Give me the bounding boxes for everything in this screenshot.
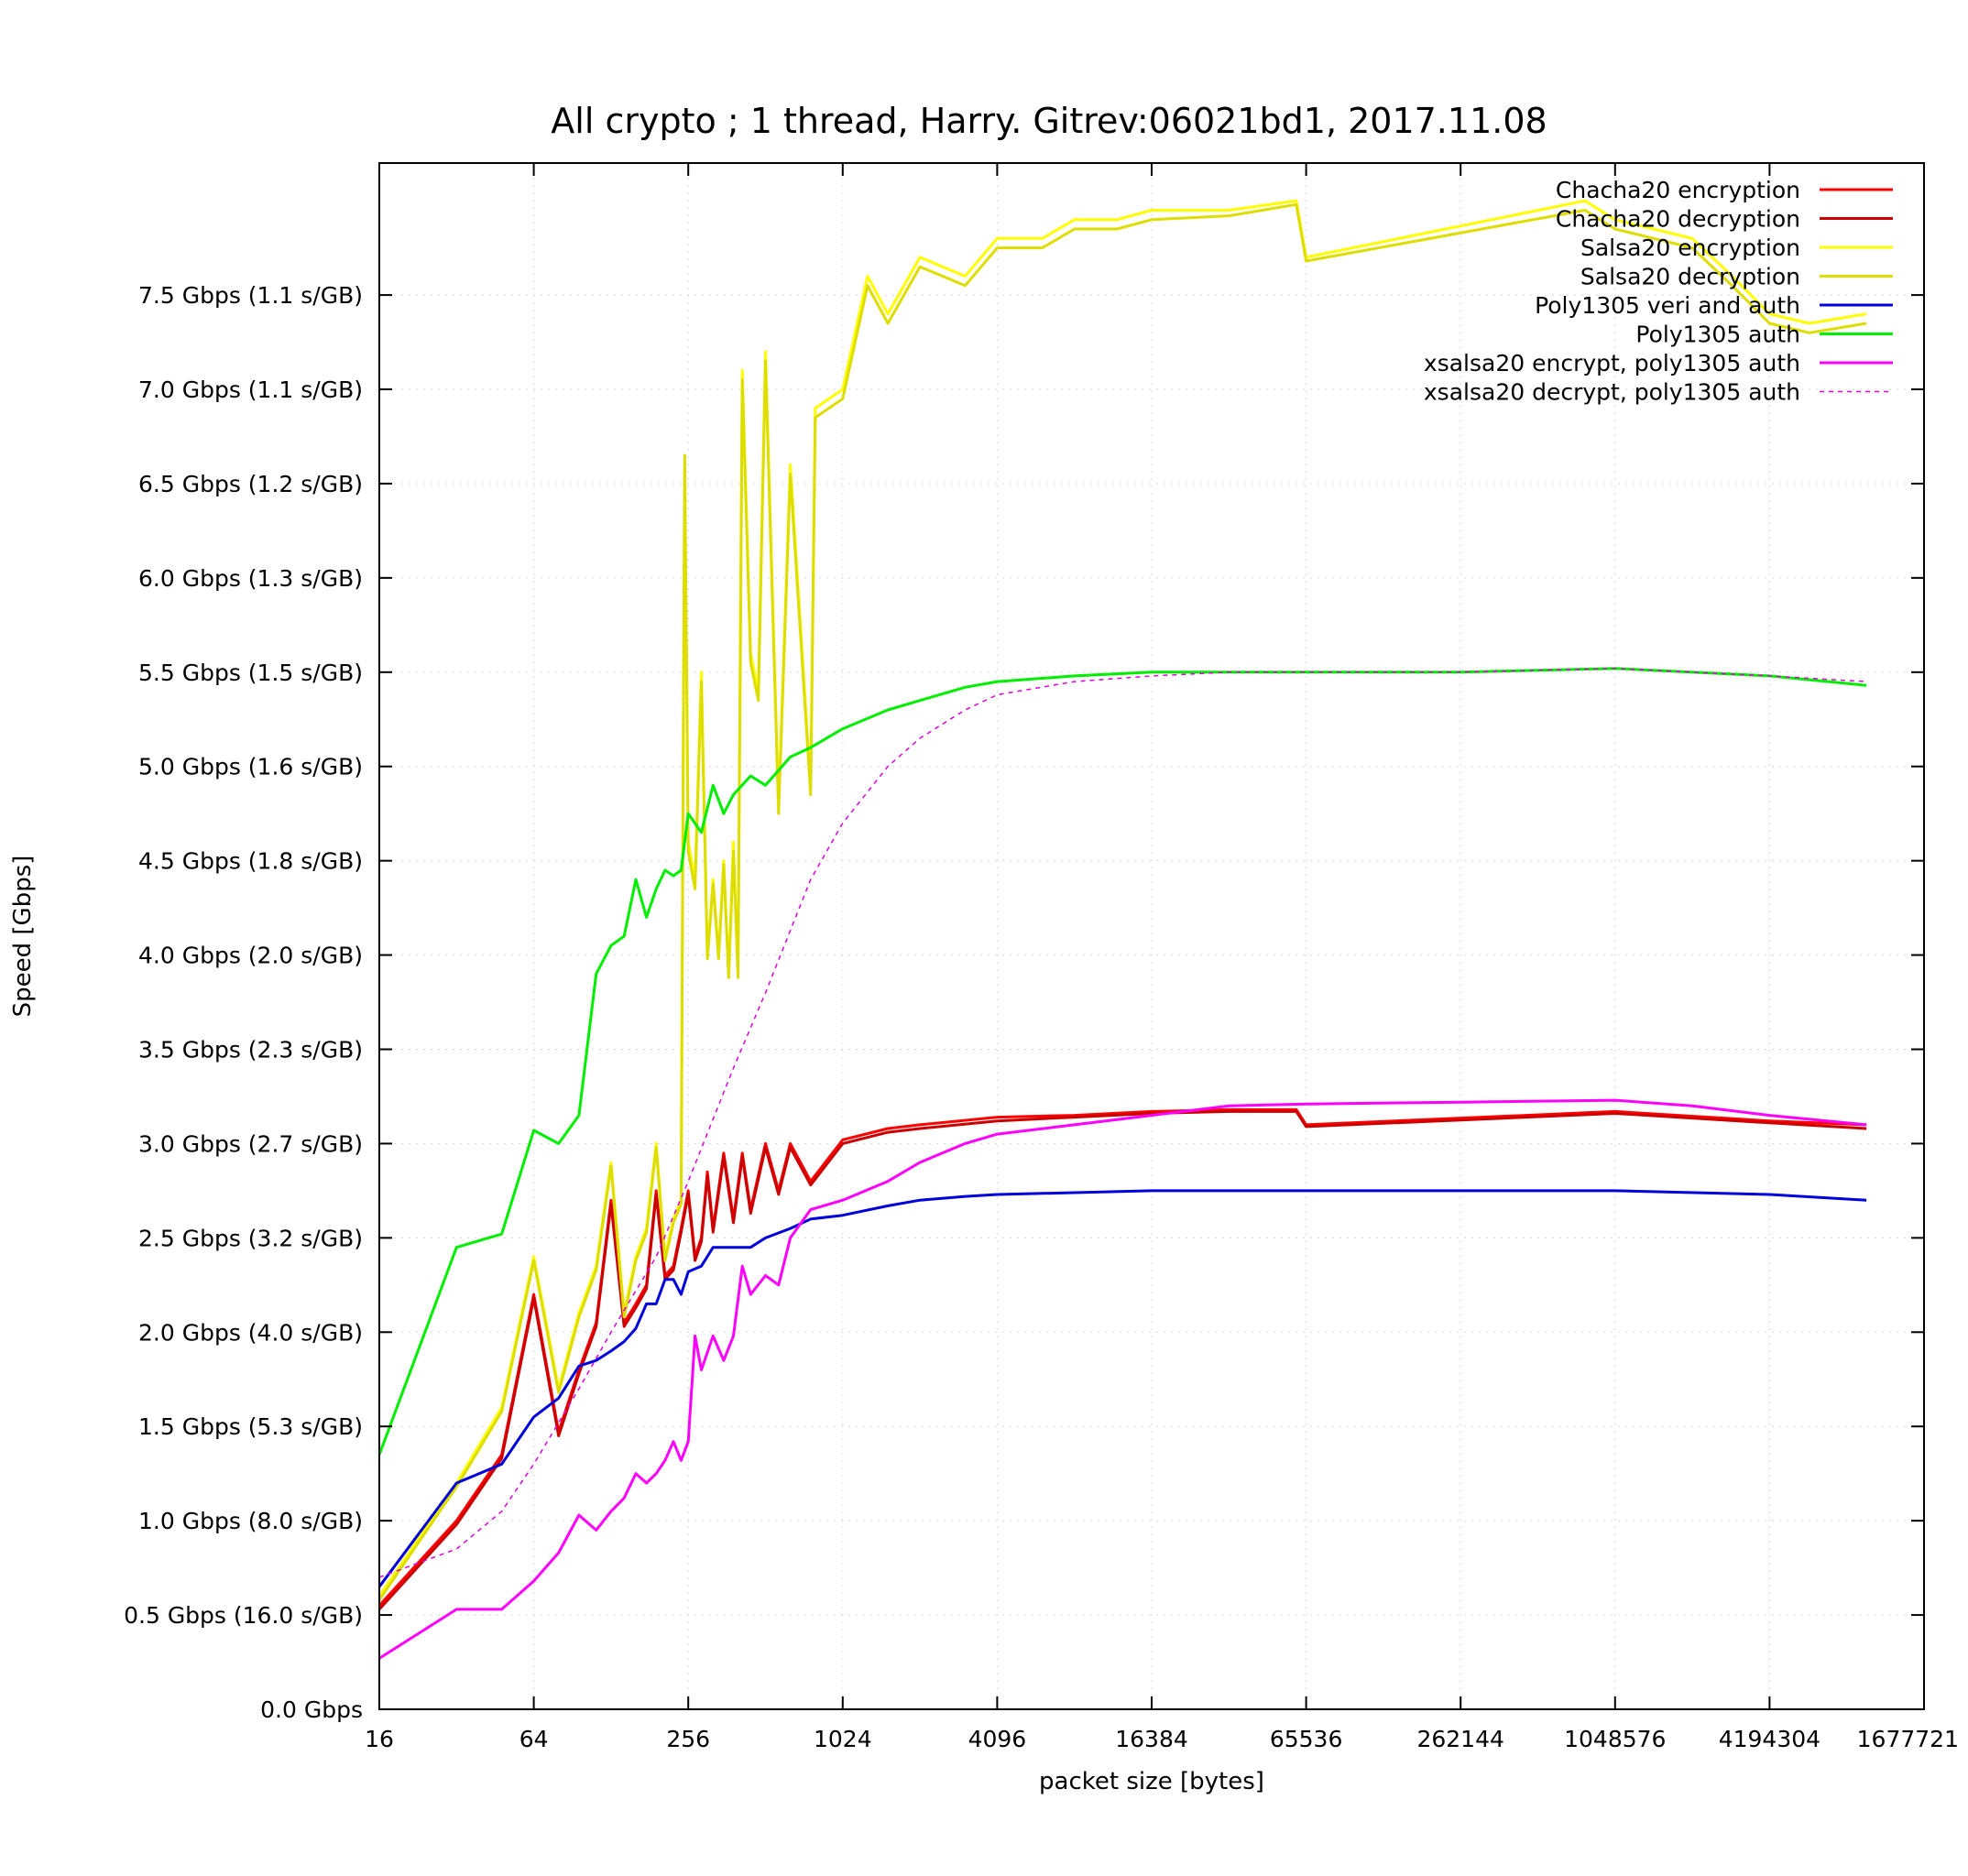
series-line-3 [377, 202, 1867, 1601]
x-axis-label: packet size [bytes] [1039, 1768, 1264, 1795]
y-tick-label: 6.0 Gbps (1.3 s/GB) [138, 565, 363, 592]
legend-label: Poly1305 auth [1635, 322, 1800, 348]
x-tick-label: 64 [519, 1726, 549, 1752]
x-tick-label: 16384 [1115, 1726, 1188, 1752]
y-tick-label: 5.0 Gbps (1.6 s/GB) [138, 754, 363, 780]
x-tick-label: 1024 [814, 1726, 872, 1752]
y-tick-label: 4.5 Gbps (1.8 s/GB) [138, 848, 363, 875]
series-line-1 [377, 1109, 1867, 1610]
y-tick-label: 1.0 Gbps (8.0 s/GB) [138, 1508, 363, 1534]
x-tick-label: 16 [365, 1726, 394, 1752]
series-line-7 [378, 667, 1867, 1578]
y-tick-label: 0.5 Gbps (16.0 s/GB) [124, 1602, 363, 1629]
y-tick-label: 2.5 Gbps (3.2 s/GB) [138, 1225, 363, 1251]
series-line-2 [377, 199, 1867, 1598]
ticks: 0.0 Gbps 0.5 Gbps (16.0 s/GB) 1.0 Gbps (8.… [124, 163, 1959, 1752]
legend-label: Chacha20 decryption [1556, 206, 1800, 233]
series-line-4 [377, 1189, 1867, 1588]
y-tick-label: 2.0 Gbps (4.0 s/GB) [138, 1319, 363, 1346]
y-axis-label: Speed [Gbps] [9, 856, 37, 1018]
series-line-6 [378, 1098, 1867, 1660]
y-tick-label: 1.5 Gbps (5.3 s/GB) [138, 1413, 363, 1440]
x-tick-label: 65536 [1270, 1726, 1343, 1752]
legend-label: xsalsa20 encrypt, poly1305 auth [1424, 350, 1800, 376]
x-tick-label: 256 [666, 1726, 710, 1752]
legend-label: Salsa20 decryption [1580, 264, 1800, 290]
y-tick-label: 3.0 Gbps (2.7 s/GB) [138, 1130, 363, 1157]
chart-title: All crypto ; 1 thread, Harry. Gitrev:060… [551, 101, 1547, 141]
y-tick-label: 6.5 Gbps (1.2 s/GB) [138, 471, 363, 497]
series-group [377, 199, 1867, 1660]
x-tick-label: 4096 [968, 1726, 1027, 1752]
x-tick-label: 262144 [1416, 1726, 1503, 1752]
y-tick-label: 5.5 Gbps (1.5 s/GB) [138, 660, 363, 686]
x-tick-label: 1677721 [1857, 1726, 1959, 1752]
legend-label: Salsa20 encryption [1580, 234, 1800, 261]
y-tick-label: 7.5 Gbps (1.1 s/GB) [138, 282, 363, 309]
legend-label: xsalsa20 decrypt, poly1305 auth [1424, 379, 1800, 406]
legend-label: Chacha20 encryption [1556, 177, 1800, 203]
x-tick-label: 4194304 [1719, 1726, 1820, 1752]
y-tick-label: 7.0 Gbps (1.1 s/GB) [138, 376, 363, 403]
legend-label: Poly1305 veri and auth [1535, 292, 1800, 319]
y-tick-label: 3.5 Gbps (2.3 s/GB) [138, 1037, 363, 1063]
x-tick-label: 1048576 [1564, 1726, 1666, 1752]
series-line-5 [377, 667, 1867, 1456]
y-tick-label: 0.0 Gbps [260, 1696, 363, 1723]
y-tick-label: 4.0 Gbps (2.0 s/GB) [138, 943, 363, 969]
